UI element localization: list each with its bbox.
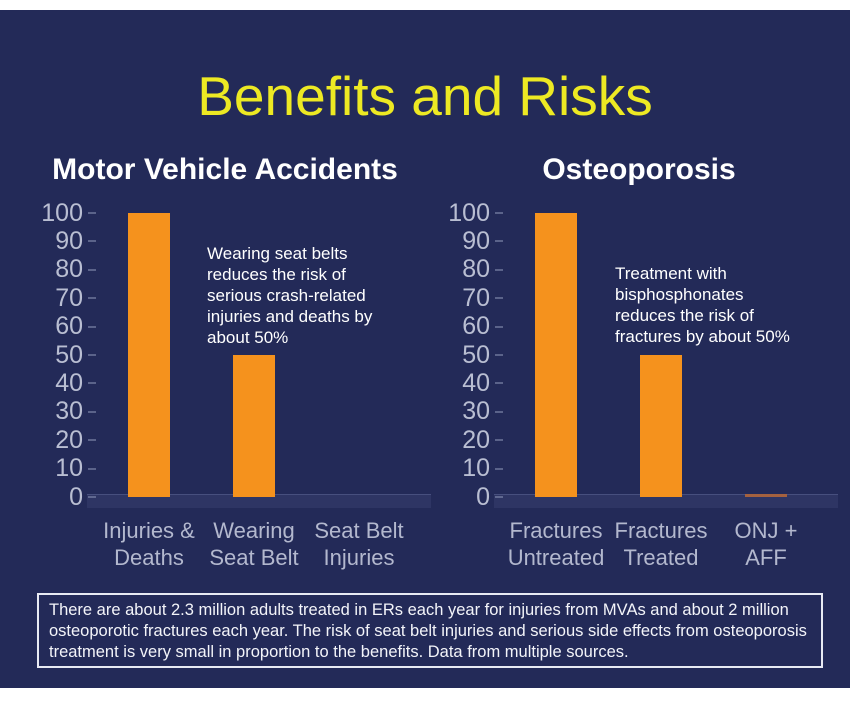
- y-tick-mark: [495, 382, 503, 385]
- category-label-wearing-seat-belt: Wearing Seat Belt: [209, 518, 299, 570]
- y-tick-label: 40: [462, 368, 490, 397]
- slide-title: Benefits and Risks: [197, 65, 653, 127]
- bar-injuries-deaths: [128, 213, 170, 497]
- y-axis: 100 90 80 70 60 50 40 30 20 10 0: [39, 195, 109, 575]
- bar-wearing-seat-belt: [233, 355, 275, 497]
- bar-onj-aff: [745, 494, 787, 497]
- y-tick-label: 0: [69, 482, 83, 511]
- x-axis-labels: Injuries & Deaths Wearing Seat Belt Seat B…: [39, 195, 439, 575]
- y-tick-label: 80: [55, 255, 83, 284]
- y-tick-mark: [88, 410, 96, 413]
- category-label-fractures-untreated: Fractures Untreated: [507, 518, 605, 570]
- y-tick-mark: [88, 325, 96, 328]
- bar-chart-osteoporosis: 100 90 80 70 60 50 40 30 20 10 0 Fractures Untreat…: [446, 195, 846, 575]
- category-label-injuries-deaths: Injuries & Deaths: [103, 518, 195, 570]
- y-tick-label: 60: [462, 312, 490, 341]
- y-tick-mark: [495, 297, 503, 300]
- y-tick-label: 30: [55, 397, 83, 426]
- category-label-fractures-treated: Fractures Treated: [614, 518, 708, 570]
- y-axis: 100 90 80 70 60 50 40 30 20 10 0: [446, 195, 516, 575]
- y-tick-mark: [88, 382, 96, 385]
- footnote-text: There are about 2.3 million adults treat…: [49, 601, 807, 661]
- chart-header-osteoporosis: Osteoporosis: [542, 153, 736, 186]
- y-tick-label: 20: [55, 425, 83, 454]
- y-tick-mark: [495, 467, 503, 470]
- y-tick-mark: [495, 240, 503, 243]
- y-tick-mark: [88, 297, 96, 300]
- annotation-seat-belts: Wearing seat belts reduces the risk of s…: [207, 244, 373, 347]
- y-tick-mark: [495, 410, 503, 413]
- category-label-seat-belt-injuries: Seat Belt Injuries: [314, 518, 404, 570]
- y-tick-mark: [495, 268, 503, 271]
- y-tick-mark: [88, 240, 96, 243]
- y-tick-mark: [495, 439, 503, 442]
- y-tick-label: 50: [462, 340, 490, 369]
- y-tick-label: 100: [41, 198, 83, 227]
- annotation-bisphosphonates: Treatment with bisphosphonates reduces t…: [615, 264, 790, 346]
- y-tick-label: 50: [55, 340, 83, 369]
- y-tick-label: 20: [462, 425, 490, 454]
- bar-fractures-treated: [640, 355, 682, 497]
- y-tick-label: 90: [462, 226, 490, 255]
- y-tick-mark: [88, 212, 96, 214]
- y-tick-mark: [495, 212, 503, 214]
- x-axis-labels: Fractures Untreated Fractures Treated ONJ …: [446, 195, 846, 575]
- y-tick-mark: [88, 354, 96, 356]
- plot-area: [39, 195, 439, 575]
- y-tick-label: 70: [462, 283, 490, 312]
- footnote-box: There are about 2.3 million adults treat…: [37, 593, 823, 668]
- plot-area: [446, 195, 846, 575]
- bar-fractures-untreated: [535, 213, 577, 497]
- y-tick-mark: [88, 268, 96, 271]
- y-tick-label: 30: [462, 397, 490, 426]
- y-tick-mark: [88, 496, 96, 498]
- bar-chart-motor-vehicle-accidents: 100 90 80 70 60 50 40 30 20 10 0 Injuries & Deaths…: [39, 195, 439, 575]
- y-tick-mark: [495, 325, 503, 328]
- y-tick-mark: [88, 439, 96, 442]
- y-tick-label: 40: [55, 368, 83, 397]
- y-tick-mark: [495, 354, 503, 356]
- y-tick-mark: [88, 467, 96, 470]
- y-tick-label: 100: [448, 198, 490, 227]
- category-label-onj-aff: ONJ + AFF: [734, 518, 798, 570]
- y-tick-label: 10: [55, 454, 83, 483]
- y-tick-label: 60: [55, 312, 83, 341]
- y-tick-label: 0: [476, 482, 490, 511]
- chart-header-motor-vehicle-accidents: Motor Vehicle Accidents: [52, 153, 398, 186]
- y-tick-label: 70: [55, 283, 83, 312]
- y-tick-mark: [495, 496, 503, 498]
- y-tick-label: 90: [55, 226, 83, 255]
- y-tick-label: 80: [462, 255, 490, 284]
- y-tick-label: 10: [462, 454, 490, 483]
